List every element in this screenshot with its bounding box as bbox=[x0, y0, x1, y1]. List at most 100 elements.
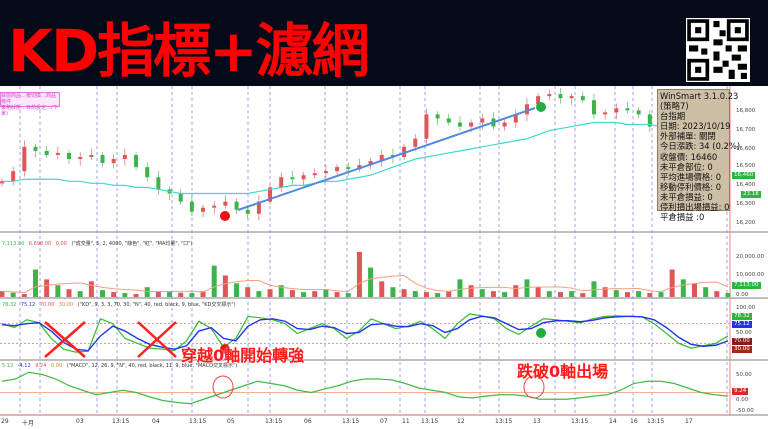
kd-params[interactable]: ("KD", 9, 3, 3, 70, 30, "N", 40, red, bl… bbox=[77, 302, 236, 308]
x-axis-label: 03 bbox=[76, 418, 84, 425]
x-axis-label: 13 bbox=[533, 418, 541, 425]
price-axis-label: 16,800 bbox=[736, 108, 756, 114]
exit-marker-kd bbox=[536, 328, 546, 338]
candlestick bbox=[234, 201, 239, 210]
volume-bar bbox=[658, 292, 664, 297]
x-axis-label: 13:15 bbox=[112, 418, 130, 425]
volume-pane-header: 7,113.00 6,698.00 0.00 ("成交量", 5, 2, 400… bbox=[2, 240, 195, 247]
kd-d-value: 75.12 bbox=[20, 302, 36, 308]
candlestick bbox=[201, 207, 206, 212]
candlestick bbox=[614, 108, 619, 113]
candlestick bbox=[446, 118, 451, 123]
info-open-position: 未平倉部位: 0 bbox=[660, 161, 713, 172]
candlestick bbox=[22, 146, 27, 172]
volume-bar bbox=[457, 279, 463, 297]
volume-bar bbox=[289, 290, 295, 297]
volume-bar bbox=[334, 292, 340, 297]
candlestick bbox=[379, 154, 384, 162]
volume-bar bbox=[44, 279, 50, 297]
candlestick bbox=[524, 104, 529, 115]
volume-bar bbox=[624, 292, 630, 297]
volume-bar bbox=[167, 292, 173, 297]
candlestick bbox=[189, 201, 194, 212]
volume-bar bbox=[446, 291, 452, 297]
price-axis-label: 16,300 bbox=[736, 201, 756, 207]
candlestick bbox=[625, 108, 630, 111]
volume-bar bbox=[155, 291, 161, 297]
macd-pane-header: 5.12 -4.12 9.24 0.00 ("MACD", 12, 26, 9,… bbox=[2, 362, 240, 369]
macd-line bbox=[1, 371, 729, 405]
x-axis-label: 17 bbox=[685, 418, 693, 425]
kd-d-line bbox=[1, 315, 729, 352]
volume-bar bbox=[21, 294, 27, 297]
candlestick bbox=[279, 177, 284, 188]
candlestick bbox=[424, 114, 429, 139]
candlestick bbox=[569, 96, 574, 99]
volume-bar bbox=[222, 275, 228, 297]
volume-params[interactable]: ("成交量", 5, 2, 4000, "綠色", "紅", "MA均量", "… bbox=[71, 241, 193, 247]
candlestick bbox=[591, 100, 596, 115]
x-axis-label: 14 bbox=[609, 418, 617, 425]
x-axis-label: 13:15 bbox=[189, 418, 207, 425]
volume-bar bbox=[647, 293, 653, 297]
candlestick bbox=[156, 177, 161, 190]
volume-bar bbox=[77, 291, 83, 297]
volume-bar bbox=[535, 287, 541, 297]
cross-mark-icon bbox=[137, 321, 177, 358]
entry-annotation: 穿越0軸開始轉強 bbox=[181, 346, 305, 365]
candlestick bbox=[603, 112, 608, 115]
info-unrealized-pnl: 未平倉損益: 0 bbox=[660, 191, 713, 202]
volume-bar bbox=[301, 292, 307, 297]
x-axis-label: 13:15 bbox=[421, 418, 439, 425]
volume-bar bbox=[312, 291, 318, 297]
candlestick bbox=[145, 167, 150, 178]
volume-bar bbox=[468, 285, 474, 297]
x-axis-label: 12 bbox=[457, 418, 465, 425]
candlestick bbox=[178, 193, 183, 202]
x-axis-label: 05 bbox=[227, 418, 235, 425]
exit-circle-marker bbox=[523, 375, 545, 399]
candlestick bbox=[78, 156, 83, 159]
entry-marker-price bbox=[220, 211, 230, 221]
x-axis-label: 11 bbox=[402, 418, 410, 425]
candlestick bbox=[0, 181, 4, 184]
volume-bar bbox=[513, 285, 519, 297]
candlestick bbox=[290, 177, 295, 180]
macd-axis-label: 0.00 bbox=[736, 397, 749, 403]
volume-bar bbox=[569, 291, 575, 297]
kd-lower-tag: 30.00 bbox=[732, 346, 752, 353]
volume-bar bbox=[636, 291, 642, 297]
volume-bar bbox=[546, 291, 552, 297]
volume-bar bbox=[278, 285, 284, 297]
candlestick bbox=[636, 110, 641, 115]
macd-params[interactable]: ("MACD", 12, 26, 9, "N", 40, red, black,… bbox=[66, 363, 238, 369]
candlestick bbox=[44, 150, 49, 155]
volume-bar bbox=[669, 269, 675, 297]
x-axis-label: 十月 bbox=[22, 420, 35, 427]
candlestick bbox=[11, 171, 16, 182]
volume-bar bbox=[379, 281, 385, 297]
candlestick bbox=[134, 154, 139, 168]
kd-d-tag: 75.12 bbox=[732, 321, 752, 328]
info-closed-pnl: 平倉損益 :0 bbox=[660, 212, 705, 223]
volume-bar bbox=[66, 289, 72, 297]
kd-upper-tag: 70.00 bbox=[732, 338, 752, 345]
macd-dif-value: 5.12 bbox=[2, 363, 14, 369]
volume-axis-label: 10,000.00 bbox=[736, 272, 764, 278]
price-sub-tag: 23.18 bbox=[741, 191, 761, 198]
candlestick bbox=[301, 175, 306, 180]
price-axis-label: 16,700 bbox=[736, 127, 756, 133]
banner-title: KD指標+濾網 bbox=[8, 17, 370, 85]
kd-k-value: 78.32 bbox=[2, 302, 17, 308]
volume-bar bbox=[356, 251, 362, 297]
candlestick bbox=[480, 118, 485, 123]
volume-bar bbox=[200, 291, 206, 297]
candlestick bbox=[111, 159, 116, 164]
candlestick bbox=[547, 94, 552, 97]
candlestick bbox=[323, 171, 328, 174]
volume-ma-value: 6,698.00 bbox=[28, 241, 52, 247]
qr-code-icon bbox=[686, 18, 750, 82]
volume-bar bbox=[111, 292, 117, 297]
x-axis-label: 06 bbox=[304, 418, 312, 425]
